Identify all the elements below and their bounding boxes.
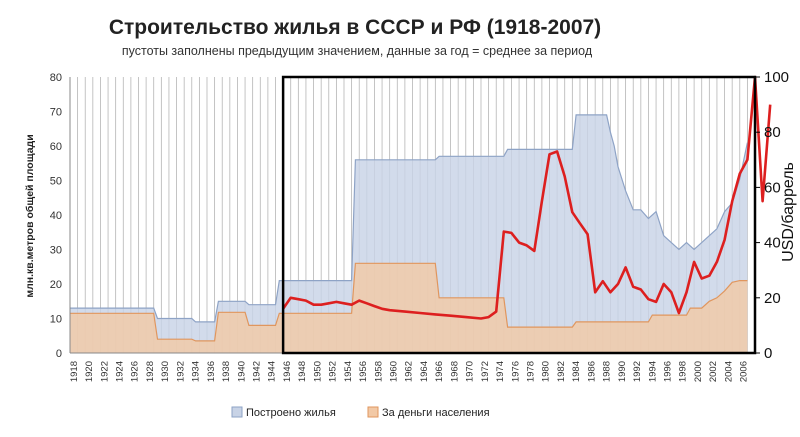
axes — [69, 75, 757, 355]
chart-title: Строительство жилья в СССР и РФ (1918-20… — [109, 16, 601, 39]
oil-price-line — [282, 75, 772, 320]
area-fill-series-1 — [70, 263, 748, 353]
x-tick-label: 1918 — [69, 361, 80, 382]
x-tick-label: 1968 — [449, 361, 460, 382]
y-right-axis-label: USD/баррель — [780, 162, 797, 262]
y-right-tick-label: 20 — [764, 290, 781, 307]
x-tick-label: 1952 — [328, 361, 339, 382]
y-right-tick-label: 80 — [764, 124, 781, 141]
x-ticks: 1918 1920 1922 1924 1926 1928 1930 1932 1934 1936… — [69, 361, 750, 382]
x-tick-label: 1960 — [389, 361, 400, 382]
legend: Построено жилья За деньги населения — [231, 406, 490, 419]
x-tick-label: 2000 — [693, 361, 704, 382]
area-fill-series-0 — [70, 114, 748, 354]
x-tick-label: 1948 — [297, 361, 308, 382]
x-tick-label: 1928 — [145, 361, 156, 382]
x-tick-label: 1934 — [191, 361, 202, 382]
x-tick-label: 1956 — [358, 361, 369, 382]
x-tick-label: 1970 — [465, 361, 476, 382]
x-tick-label: 1930 — [160, 361, 171, 382]
x-tick-label: 1972 — [480, 361, 491, 382]
x-tick-label: 1992 — [632, 361, 643, 382]
x-tick-label: 1922 — [99, 361, 110, 382]
area-series — [70, 114, 748, 354]
x-tick-label: 1974 — [495, 361, 506, 382]
y-tick-label: 40 — [50, 210, 62, 222]
y-axis-label: млн.кв.метров общей площади — [24, 134, 36, 297]
x-tick-label: 1938 — [221, 361, 232, 382]
y-right-tick-label: 60 — [764, 179, 781, 196]
legend-label-total: Построено жилья — [246, 407, 336, 419]
x-tick-label: 1962 — [404, 361, 415, 382]
y-right-tick-label: 40 — [764, 235, 781, 252]
x-tick-label: 1924 — [115, 361, 126, 382]
chart-subtitle: пустоты заполнены предыдущим значением, … — [122, 44, 593, 58]
y-tick-label: 10 — [50, 314, 62, 326]
x-tick-label: 1920 — [84, 361, 95, 382]
x-tick-label: 1944 — [267, 361, 278, 382]
x-tick-label: 1926 — [130, 361, 141, 382]
y-tick-label: 50 — [50, 176, 62, 188]
legend-swatch-private — [367, 406, 379, 418]
y-right-tick-label: 0 — [764, 345, 772, 362]
x-tick-label: 1950 — [312, 361, 323, 382]
highlight-frame — [281, 75, 757, 355]
x-tick-label: 1990 — [617, 361, 628, 382]
legend-label-private: За деньги населения — [382, 407, 490, 419]
x-tick-label: 1954 — [343, 361, 354, 382]
y-ticks: 0 10 20 30 40 50 60 70 80 — [50, 72, 62, 360]
x-tick-label: 2006 — [739, 361, 750, 382]
x-tick-label: 1998 — [678, 361, 689, 382]
x-tick-label: 2004 — [723, 361, 734, 382]
x-tick-label: 1994 — [647, 361, 658, 382]
x-tick-label: 1942 — [252, 361, 263, 382]
area-outline-series-0 — [70, 114, 748, 323]
x-tick-label: 1966 — [434, 361, 445, 382]
y-tick-label: 60 — [50, 141, 62, 153]
x-tick-label: 1932 — [175, 361, 186, 382]
x-tick-label: 1978 — [526, 361, 537, 382]
y-right-ticks: 0 20 40 60 80 100 — [755, 69, 789, 362]
x-tick-label: 1982 — [556, 361, 567, 382]
legend-swatch-total — [231, 406, 243, 418]
y-tick-label: 70 — [50, 107, 62, 119]
area-outline-series-1 — [70, 262, 748, 342]
x-tick-label: 1958 — [373, 361, 384, 382]
x-tick-label: 1984 — [571, 361, 582, 382]
x-tick-label: 1936 — [206, 361, 217, 382]
y-tick-label: 80 — [50, 72, 62, 84]
x-tick-label: 1964 — [419, 361, 430, 382]
x-tick-label: 1988 — [602, 361, 613, 382]
x-tick-label: 2002 — [708, 361, 719, 382]
x-tick-label: 1976 — [510, 361, 521, 382]
x-tick-label: 1980 — [541, 361, 552, 382]
x-tick-label: 1946 — [282, 361, 293, 382]
x-tick-label: 1986 — [586, 361, 597, 382]
y-tick-label: 30 — [50, 245, 62, 257]
line-series — [282, 75, 772, 320]
y-tick-label: 20 — [50, 279, 62, 291]
y-tick-label: 0 — [56, 348, 62, 360]
y-right-tick-label: 100 — [764, 69, 789, 86]
x-tick-label: 1996 — [663, 361, 674, 382]
x-tick-label: 1940 — [236, 361, 247, 382]
